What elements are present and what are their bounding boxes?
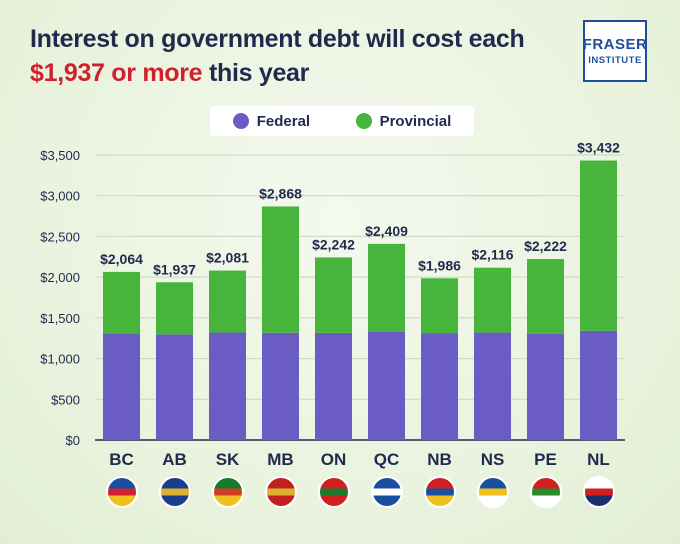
x-tick-label: AB	[162, 450, 187, 469]
bar-provincial	[315, 257, 352, 333]
x-tick-label: ON	[321, 450, 347, 469]
x-tick-label: MB	[267, 450, 293, 469]
nb-flag-icon	[423, 476, 456, 508]
pe-flag-icon	[529, 476, 562, 508]
bar-federal	[474, 332, 511, 440]
y-tick-label: $0	[66, 433, 80, 448]
x-tick-label: SK	[216, 450, 240, 469]
logo-line-1: FRASER	[582, 36, 648, 53]
qc-flag-icon	[370, 476, 403, 508]
title-line-1: Interest on government debt will cost ea…	[30, 25, 525, 53]
y-tick-label: $2,000	[40, 270, 80, 285]
bar-federal	[156, 334, 193, 440]
nl-flag-icon	[582, 476, 615, 508]
bar-total-label: $1,986	[418, 257, 461, 273]
legend-swatch-provincial	[355, 113, 372, 129]
bar-total-label: $2,409	[365, 223, 408, 239]
bar-total-label: $2,868	[259, 185, 302, 201]
ns-flag-icon	[476, 476, 509, 508]
bar-provincial	[209, 270, 246, 333]
bar-provincial	[421, 278, 458, 334]
bar-federal	[262, 332, 299, 440]
logo-line-2: INSTITUTE	[588, 55, 642, 66]
on-flag-icon	[317, 476, 350, 508]
legend-swatch-federal	[232, 113, 249, 129]
title-rest: this year	[202, 59, 310, 87]
y-tick-label: $3,500	[40, 148, 80, 163]
legend-item-federal: Federal	[232, 112, 311, 130]
bar-total-label: $2,081	[206, 250, 249, 266]
bar-total-label: $1,937	[153, 261, 196, 277]
y-tick-label: $1,000	[40, 352, 80, 367]
x-tick-label: NS	[481, 450, 505, 469]
bar-federal	[580, 330, 617, 440]
title-amount: $1,937 or more	[30, 59, 203, 87]
legend-label-federal: Federal	[256, 112, 311, 130]
bar-provincial	[103, 271, 140, 334]
sk-flag-icon	[211, 476, 244, 508]
bar-provincial	[527, 259, 564, 334]
bar-federal	[368, 331, 405, 440]
legend-label-provincial: Provincial	[379, 112, 452, 130]
ab-flag-icon	[158, 476, 191, 508]
bc-flag-icon	[105, 476, 138, 508]
bar-federal	[315, 332, 352, 440]
bar-total-label: $2,242	[312, 236, 355, 252]
mb-flag-icon	[264, 476, 297, 508]
y-tick-label: $1,500	[40, 311, 80, 326]
bar-provincial	[156, 282, 193, 335]
x-tick-label: NL	[587, 450, 610, 469]
legend-item-provincial: Provincial	[355, 112, 452, 130]
y-tick-label: $2,500	[40, 229, 80, 244]
fraser-institute-logo: FRASER INSTITUTE	[583, 20, 647, 82]
bar-total-label: $2,064	[100, 251, 143, 267]
x-tick-label: QC	[374, 450, 400, 469]
bar-provincial	[262, 206, 299, 333]
bar-total-label: $2,116	[471, 247, 513, 263]
x-tick-label: PE	[534, 450, 557, 469]
bar-federal	[209, 332, 246, 440]
title-line-2: $1,937 or more this year	[30, 56, 570, 90]
bar-federal	[527, 333, 564, 440]
page-title: Interest on government debt will cost ea…	[30, 22, 570, 90]
x-tick-label: NB	[427, 450, 452, 469]
bar-total-label: $2,222	[524, 238, 567, 254]
chart-legend: Federal Provincial	[210, 106, 474, 136]
bar-federal	[103, 333, 140, 440]
bar-provincial	[580, 160, 617, 331]
x-tick-label: BC	[109, 450, 134, 469]
y-tick-label: $500	[51, 392, 80, 407]
y-tick-label: $3,000	[40, 189, 80, 204]
bar-provincial	[474, 267, 511, 333]
bar-federal	[421, 333, 458, 440]
bar-total-label: $3,432	[577, 140, 620, 156]
bar-provincial	[368, 243, 405, 332]
